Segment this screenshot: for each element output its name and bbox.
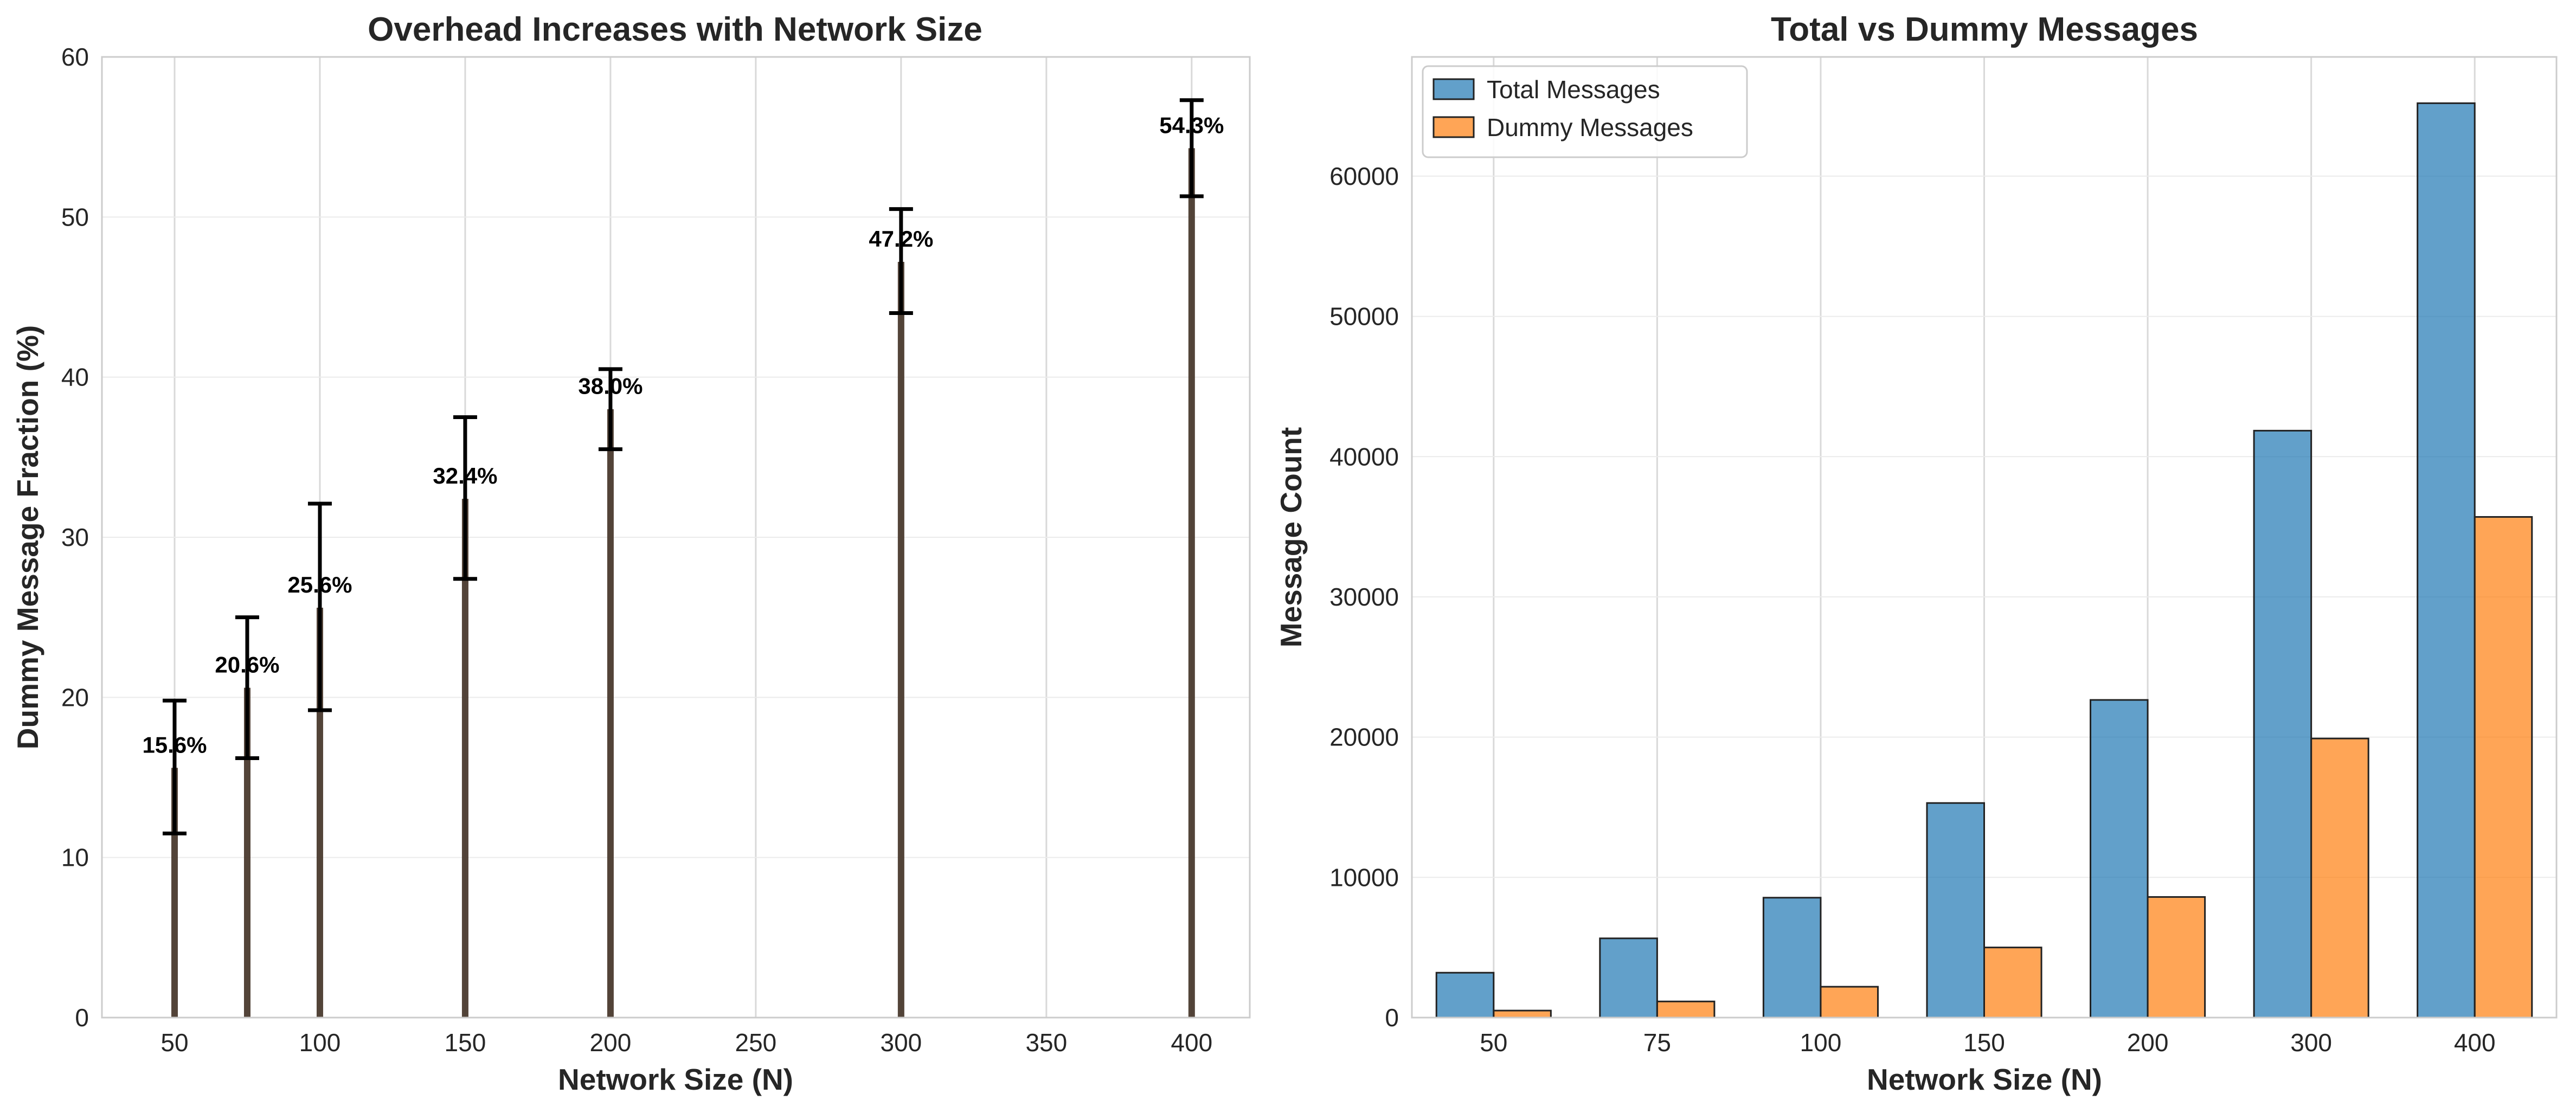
legend-label-dummy: Dummy Messages [1487, 113, 1693, 141]
right-y-axis-label: Message Count [1274, 427, 1308, 647]
dummy-messages-bar [1820, 986, 1879, 1019]
dummy-messages-bar [1983, 947, 2042, 1019]
dummy-messages-bar [2310, 737, 2369, 1019]
legend-box [1422, 65, 1748, 158]
right-chart-title: Total vs Dummy Messages [1771, 11, 2198, 48]
right-x-tick-label: 150 [1963, 1028, 2005, 1057]
data-label: 32.4% [433, 463, 497, 488]
right-x-tick-labels: 50 75 100 150 200 300 400 [1480, 1028, 2495, 1057]
right-chart-panel: Total vs Dummy Messages 50 75 100 150 200 300… [1274, 11, 2558, 1096]
left-y-tick-label: 60 [61, 43, 89, 71]
left-y-tick-label: 0 [75, 1003, 89, 1032]
legend-swatch-dummy [1432, 116, 1475, 138]
left-x-tick-label: 50 [160, 1028, 188, 1057]
left-bar [461, 499, 468, 1018]
total-messages-bar [2417, 102, 2476, 1019]
dummy-messages-bar [1493, 1009, 1552, 1019]
left-plot-frame [101, 56, 1251, 1019]
dummy-messages-bar [2474, 516, 2533, 1019]
left-bar [897, 262, 904, 1018]
left-x-tick-label: 100 [299, 1028, 341, 1057]
left-x-tick-label: 250 [735, 1028, 777, 1057]
dummy-messages-bar [2147, 896, 2206, 1019]
right-y-tick-labels: 0 10000 20000 30000 40000 50000 60000 [1329, 162, 1399, 1032]
right-x-tick-label: 300 [2290, 1028, 2332, 1057]
left-x-tick-label: 350 [1025, 1028, 1067, 1057]
data-label: 25.6% [287, 572, 352, 597]
left-y-tick-label: 20 [61, 683, 89, 711]
data-label: 38.0% [578, 374, 643, 399]
right-x-tick-label: 50 [1480, 1028, 1507, 1057]
total-messages-bar [1435, 972, 1495, 1019]
right-x-tick-label: 100 [1800, 1028, 1842, 1057]
left-bar [607, 409, 614, 1018]
total-messages-bar [1599, 937, 1658, 1019]
left-y-tick-label: 30 [61, 523, 89, 551]
left-bar [243, 687, 250, 1018]
right-plot-frame [1411, 56, 2558, 1019]
left-data-labels: 15.6% 20.6% 25.6% 32.4% 38.0% 47.2% 54.3% [142, 112, 1224, 757]
total-messages-bar [1926, 802, 1985, 1019]
left-y-tick-label: 10 [61, 844, 89, 872]
left-y-tick-labels: 0 10 20 30 40 50 60 [61, 43, 89, 1032]
dummy-messages-bar [1656, 1000, 1716, 1019]
left-chart-title: Overhead Increases with Network Size [368, 11, 982, 48]
legend-label-total: Total Messages [1487, 75, 1660, 104]
right-x-axis-label: Network Size (N) [1867, 1063, 2102, 1096]
right-y-tick-label: 50000 [1329, 303, 1399, 331]
right-y-tick-label: 40000 [1329, 442, 1399, 471]
right-y-tick-label: 30000 [1329, 583, 1399, 611]
right-x-tick-label: 400 [2454, 1028, 2496, 1057]
right-y-tick-label: 20000 [1329, 723, 1399, 751]
data-label: 54.3% [1159, 112, 1224, 138]
data-label: 15.6% [142, 732, 207, 757]
left-x-tick-label: 200 [590, 1028, 632, 1057]
left-y-axis-label: Dummy Message Fraction (%) [11, 325, 44, 749]
left-x-tick-labels: 50 100 150 200 250 300 350 400 [160, 1028, 1212, 1057]
right-x-tick-label: 75 [1643, 1028, 1671, 1057]
right-y-tick-label: 0 [1385, 1003, 1399, 1032]
right-bars [1435, 102, 2533, 1019]
left-error-bars [162, 98, 1204, 835]
legend: Total Messages Dummy Messages [1422, 65, 1748, 158]
left-x-tick-label: 150 [445, 1028, 486, 1057]
left-x-tick-label: 400 [1171, 1028, 1212, 1057]
legend-swatch-total [1432, 78, 1475, 100]
left-x-tick-label: 300 [880, 1028, 922, 1057]
right-y-tick-label: 10000 [1329, 863, 1399, 891]
left-x-axis-label: Network Size (N) [558, 1063, 793, 1096]
total-messages-bar [2253, 429, 2312, 1019]
left-chart-panel: Overhead Increases with Network Size 15.… [11, 11, 1251, 1096]
right-x-tick-label: 200 [2127, 1028, 2169, 1057]
total-messages-bar [1762, 897, 1822, 1019]
left-y-tick-label: 40 [61, 363, 89, 391]
data-label: 47.2% [869, 226, 933, 252]
right-y-tick-label: 60000 [1329, 162, 1399, 190]
left-y-tick-label: 50 [61, 203, 89, 231]
data-label: 20.6% [215, 652, 279, 678]
left-bar [1188, 148, 1195, 1018]
total-messages-bar [2090, 699, 2149, 1019]
